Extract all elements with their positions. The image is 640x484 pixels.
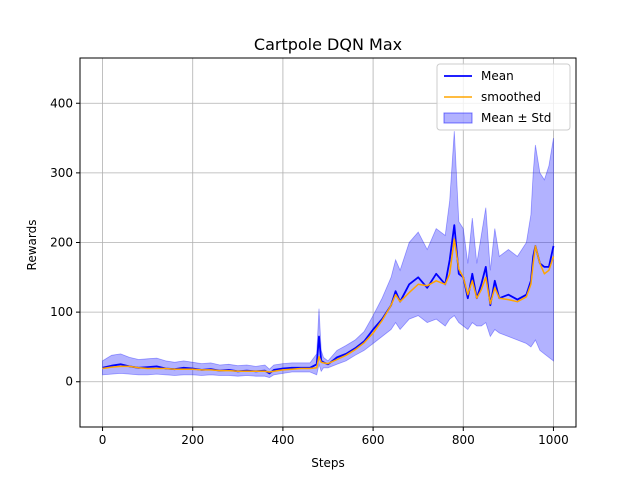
legend-label: Mean ± Std — [481, 111, 551, 125]
x-tick-label: 800 — [452, 433, 475, 447]
x-tick-label: 400 — [271, 433, 294, 447]
y-tick-label: 400 — [50, 96, 73, 110]
std-band-area — [102, 131, 554, 379]
y-tick-label: 200 — [50, 236, 73, 250]
y-tick-label: 0 — [65, 375, 73, 389]
y-tick-label: 100 — [50, 305, 73, 319]
axes: 0 200 400 600 800 1000 0 100 200 300 400 — [50, 57, 577, 447]
y-tick-label: 300 — [50, 166, 73, 180]
legend-label: Mean — [481, 69, 514, 83]
x-tick-label: 1000 — [538, 433, 569, 447]
std-band — [102, 131, 554, 379]
x-axis-label: Steps — [311, 456, 345, 470]
x-tick-label: 0 — [99, 433, 107, 447]
x-tick-label: 200 — [181, 433, 204, 447]
smoothed-line — [102, 238, 555, 373]
x-tick-label: 600 — [362, 433, 385, 447]
series-lines — [102, 224, 555, 375]
legend-band-swatch — [443, 112, 473, 124]
y-axis-label: Rewards — [25, 220, 39, 271]
legend-label: smoothed — [481, 90, 541, 104]
legend: Mean smoothed Mean ± Std — [436, 63, 571, 131]
chart-title: Cartpole DQN Max — [254, 35, 402, 54]
